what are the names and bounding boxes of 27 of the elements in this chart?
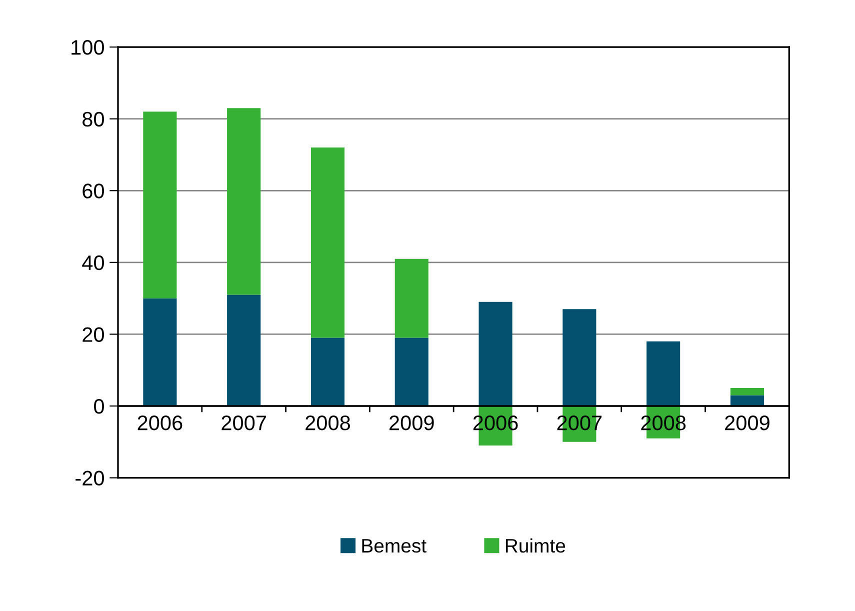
y-tick-label: -20 (76, 470, 104, 486)
y-tick-label: 80 (82, 112, 104, 127)
x-tick-label: 2007 (222, 416, 266, 430)
legend-label: Bemest (362, 539, 426, 553)
x-tick-label: 2008 (306, 416, 350, 430)
bar (143, 298, 177, 406)
x-tick-label: 2009 (390, 416, 434, 430)
y-tick-label: 100 (72, 40, 104, 55)
legend-label: Ruimte (506, 538, 566, 553)
x-tick-label: 2006 (138, 416, 182, 430)
bar (310, 148, 345, 338)
x-tick-label: 2009 (725, 416, 770, 430)
bar (562, 309, 596, 406)
bar (143, 112, 177, 298)
bar (394, 258, 428, 338)
bar (646, 341, 680, 406)
bar (478, 302, 512, 406)
bar (394, 338, 428, 406)
y-tick-label: 60 (82, 184, 104, 198)
bar (227, 108, 261, 295)
bar (310, 338, 345, 406)
bar (730, 395, 764, 406)
bar (227, 294, 261, 406)
y-tick-label: 20 (82, 327, 104, 342)
bar (730, 388, 764, 396)
y-tick-label: 0 (94, 399, 104, 414)
y-tick-label: 40 (82, 255, 104, 270)
